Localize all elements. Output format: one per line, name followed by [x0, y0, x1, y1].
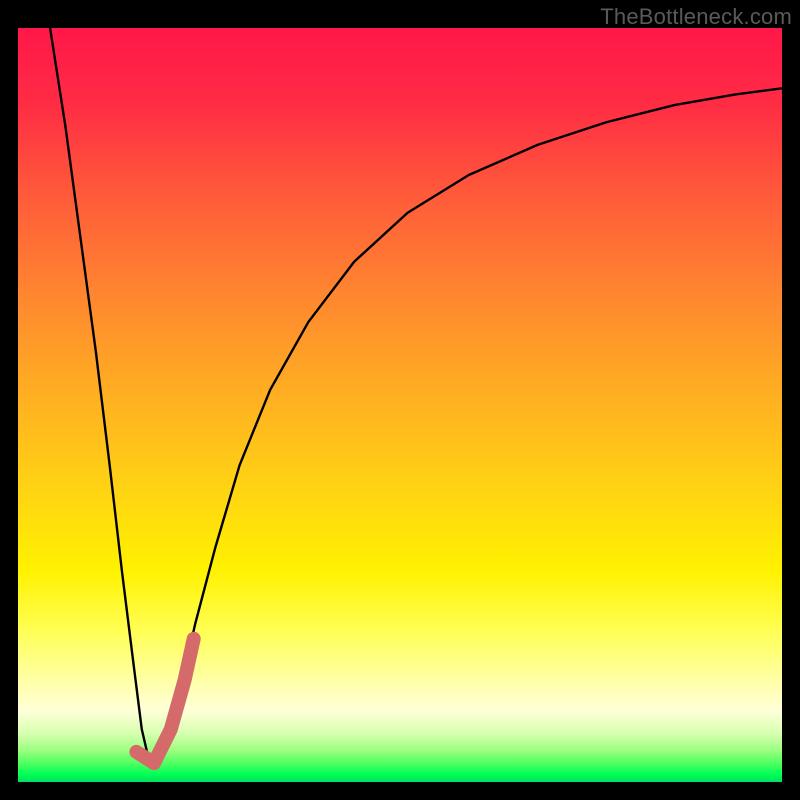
bottleneck-chart: TheBottleneck.com — [0, 0, 800, 800]
chart-svg — [0, 0, 800, 800]
chart-plot-background — [18, 28, 782, 782]
watermark-text: TheBottleneck.com — [600, 4, 792, 30]
